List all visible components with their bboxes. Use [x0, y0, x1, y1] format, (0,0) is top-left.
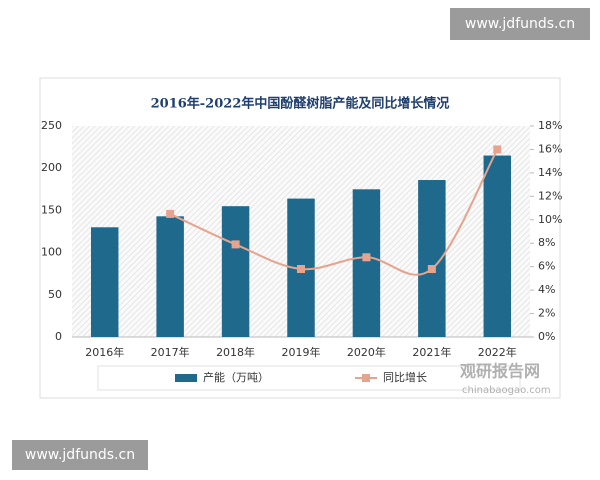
bar — [90, 227, 119, 337]
y-tick-label: 0 — [55, 330, 62, 343]
y2-tick-label: 6% — [538, 260, 555, 273]
line-marker — [166, 209, 175, 218]
y-tick-label: 250 — [41, 119, 62, 132]
watermark: chinabaogao.com — [462, 385, 551, 396]
x-tick-label: 2019年 — [282, 345, 321, 359]
line-marker — [493, 145, 502, 154]
legend-swatch — [175, 374, 197, 382]
line-marker — [297, 265, 305, 274]
y2-tick-label: 12% — [538, 189, 562, 202]
x-tick-label: 2017年 — [151, 345, 190, 359]
x-tick-label: 2016年 — [85, 345, 124, 359]
bar — [352, 189, 381, 337]
bar — [156, 216, 184, 337]
line-marker — [427, 265, 436, 274]
y-tick-label: 150 — [41, 203, 62, 216]
y2-tick-label: 2% — [538, 307, 555, 320]
y2-tick-label: 16% — [538, 142, 562, 155]
legend-box — [97, 365, 521, 391]
y2-tick-label: 0% — [538, 330, 555, 343]
x-tick-label: 2020年 — [347, 345, 386, 359]
y-tick-label: 100 — [41, 246, 62, 259]
y2-tick-label: 14% — [538, 166, 562, 179]
y-tick-label: 50 — [48, 288, 62, 301]
watermark: www.jdfunds.cn — [465, 16, 575, 32]
y-tick-label: 200 — [41, 161, 62, 174]
y2-tick-label: 8% — [538, 236, 555, 249]
line-marker — [231, 240, 240, 249]
x-tick-label: 2022年 — [478, 345, 517, 359]
legend-swatch — [362, 374, 370, 382]
legend-label: 同比增长 — [383, 370, 427, 384]
bar — [483, 155, 512, 337]
x-tick-label: 2018年 — [216, 345, 255, 359]
y2-tick-label: 10% — [538, 213, 562, 226]
watermark: www.jdfunds.cn — [25, 447, 135, 463]
watermark: 观研报告网 — [460, 362, 540, 381]
y2-tick-label: 18% — [538, 119, 562, 132]
y2-tick-label: 4% — [538, 283, 555, 296]
watermark-box — [12, 440, 148, 470]
watermark-box — [450, 8, 590, 40]
bar — [221, 206, 250, 337]
line-marker — [362, 253, 371, 262]
chart-title: 2016年-2022年中国酚醛树脂产能及同比增长情况 — [151, 96, 450, 112]
legend-label: 产能（万吨） — [203, 370, 269, 384]
x-tick-label: 2021年 — [412, 345, 451, 359]
